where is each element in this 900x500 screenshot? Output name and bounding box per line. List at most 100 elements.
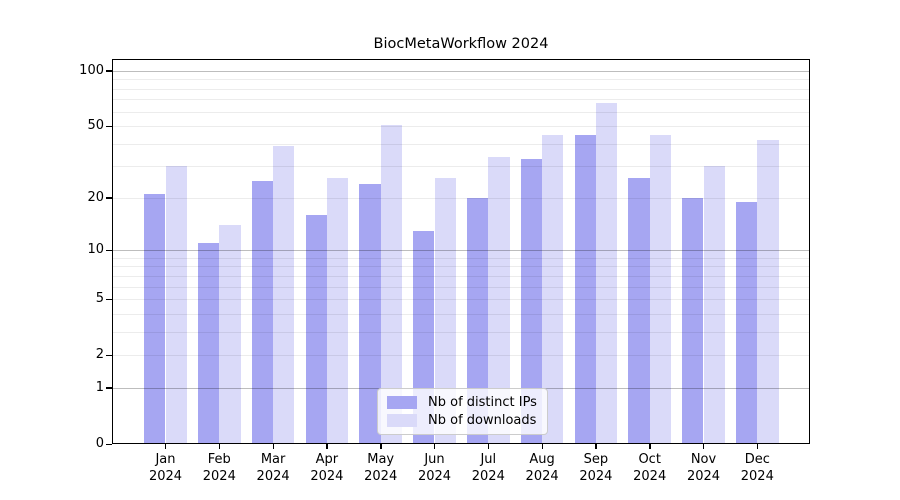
gridline-minor-70 — [113, 99, 809, 101]
y-tick-mark-20 — [106, 197, 112, 199]
month-label: Mar — [260, 452, 286, 467]
bar-downloads-may — [380, 124, 403, 443]
year-label: 2024 — [686, 468, 721, 484]
year-label: 2024 — [471, 468, 505, 484]
x-tick-mark-jan — [165, 444, 167, 449]
x-tick-label-jun: Jun 2024 — [405, 452, 465, 485]
y-tick-mark-2 — [106, 354, 112, 357]
x-tick-mark-dec — [756, 444, 759, 449]
bar-distinct-ips-jan — [144, 194, 166, 443]
x-tick-label-aug: Aug 2024 — [512, 452, 572, 485]
year-label: 2024 — [417, 468, 452, 484]
y-tick-mark-1 — [106, 387, 112, 389]
x-tick-mark-nov — [703, 444, 705, 449]
y-tick-mark-5 — [106, 298, 112, 301]
bar-downloads-oct — [649, 134, 672, 443]
bar-downloads-jun — [434, 177, 456, 443]
bar-downloads-mar — [273, 145, 295, 443]
x-tick-label-feb: Feb 2024 — [189, 452, 249, 485]
downloads-swatch — [387, 413, 417, 427]
bar-downloads-jul — [488, 156, 510, 443]
gridline-minor-6 — [113, 286, 809, 288]
distinct-ips-swatch — [387, 396, 417, 410]
y-tick-label-50: 50 — [87, 118, 104, 134]
year-label: 2024 — [525, 468, 559, 484]
x-tick-mark-apr — [326, 444, 328, 449]
bar-downloads-dec — [757, 140, 779, 443]
y-tick-label-100: 100 — [79, 62, 104, 78]
y-tick-mark-100 — [106, 70, 112, 72]
month-label: Dec — [744, 452, 770, 467]
month-label: Feb — [207, 452, 231, 467]
bar-distinct-ips-dec — [735, 201, 758, 443]
bar-distinct-ips-mar — [251, 180, 274, 443]
x-tick-label-may: May 2024 — [351, 452, 411, 485]
distinct-ips-label: Nb of distinct IPs — [428, 395, 537, 411]
y-tick-mark-0 — [106, 443, 112, 445]
legend-entry-distinct-ips: Nb of distinct IPs — [387, 394, 538, 411]
chart-title: BiocMetaWorkflow 2024 — [373, 36, 549, 52]
gridline-minor-9 — [113, 257, 809, 259]
bar-distinct-ips-apr — [305, 215, 327, 443]
bar-downloads-jan — [165, 166, 187, 443]
bar-downloads-feb — [219, 225, 241, 443]
gridline-minor-90 — [113, 79, 809, 81]
gridline-minor-80 — [113, 88, 809, 90]
year-label: 2024 — [364, 468, 398, 484]
year-label: 2024 — [256, 468, 290, 484]
bar-distinct-ips-jul — [466, 197, 489, 443]
x-tick-label-mar: Mar 2024 — [243, 452, 303, 485]
bar-downloads-apr — [326, 177, 349, 443]
year-label: 2024 — [579, 468, 613, 484]
x-tick-mark-mar — [272, 444, 274, 449]
y-tick-label-20: 20 — [87, 189, 104, 205]
y-tick-label-1: 1 — [95, 379, 104, 395]
x-tick-mark-jun — [434, 444, 436, 449]
legend-entry-downloads: Nb of downloads — [387, 412, 538, 429]
month-label: May — [367, 452, 395, 467]
bar-distinct-ips-oct — [628, 177, 650, 443]
month-label: Apr — [315, 452, 339, 467]
bar-distinct-ips-may — [359, 183, 381, 443]
gridline-minor-2 — [113, 355, 809, 357]
x-tick-label-nov: Nov 2024 — [674, 452, 734, 485]
x-tick-label-jul: Jul 2024 — [458, 452, 518, 485]
gridline-minor-3 — [113, 331, 809, 333]
month-label: Jun — [424, 452, 445, 467]
gridline-minor-40 — [113, 143, 809, 145]
x-tick-mark-may — [380, 444, 382, 449]
gridline-minor-30 — [113, 166, 809, 168]
bar-distinct-ips-sep — [574, 134, 596, 443]
gridline-minor-8 — [113, 266, 809, 268]
x-tick-mark-sep — [595, 444, 597, 449]
month-label: Jan — [155, 452, 176, 467]
gridline-minor-5 — [113, 299, 809, 301]
gridline-minor-60 — [113, 111, 809, 113]
year-label: 2024 — [148, 468, 183, 484]
year-label: 2024 — [202, 468, 236, 484]
legend: Nb of distinct IPs Nb of downloads — [377, 388, 548, 435]
x-tick-label-sep: Sep 2024 — [566, 452, 626, 485]
y-tick-label-0: 0 — [95, 436, 104, 451]
gridline-minor-4 — [113, 313, 809, 315]
year-label: 2024 — [633, 468, 667, 484]
gridline-minor-50 — [113, 126, 809, 128]
bar-downloads-sep — [595, 102, 618, 443]
bar-downloads-nov — [703, 166, 725, 443]
year-label: 2024 — [740, 468, 774, 484]
bar-distinct-ips-aug — [520, 158, 543, 443]
y-tick-mark-10 — [106, 249, 112, 252]
x-tick-label-apr: Apr 2024 — [297, 452, 357, 485]
gridline-minor-20 — [113, 197, 809, 199]
y-tick-label-5: 5 — [95, 291, 104, 307]
y-tick-label-10: 10 — [87, 242, 104, 258]
x-tick-mark-jul — [487, 444, 490, 449]
x-tick-mark-oct — [649, 444, 651, 449]
bar-distinct-ips-nov — [682, 197, 704, 443]
month-label: Oct — [638, 452, 661, 467]
x-tick-label-oct: Oct 2024 — [620, 452, 680, 485]
x-tick-label-dec: Dec 2024 — [727, 452, 787, 485]
month-label: Jul — [480, 452, 497, 467]
y-tick-label-2: 2 — [95, 347, 104, 363]
gridline-major-100 — [113, 70, 809, 72]
